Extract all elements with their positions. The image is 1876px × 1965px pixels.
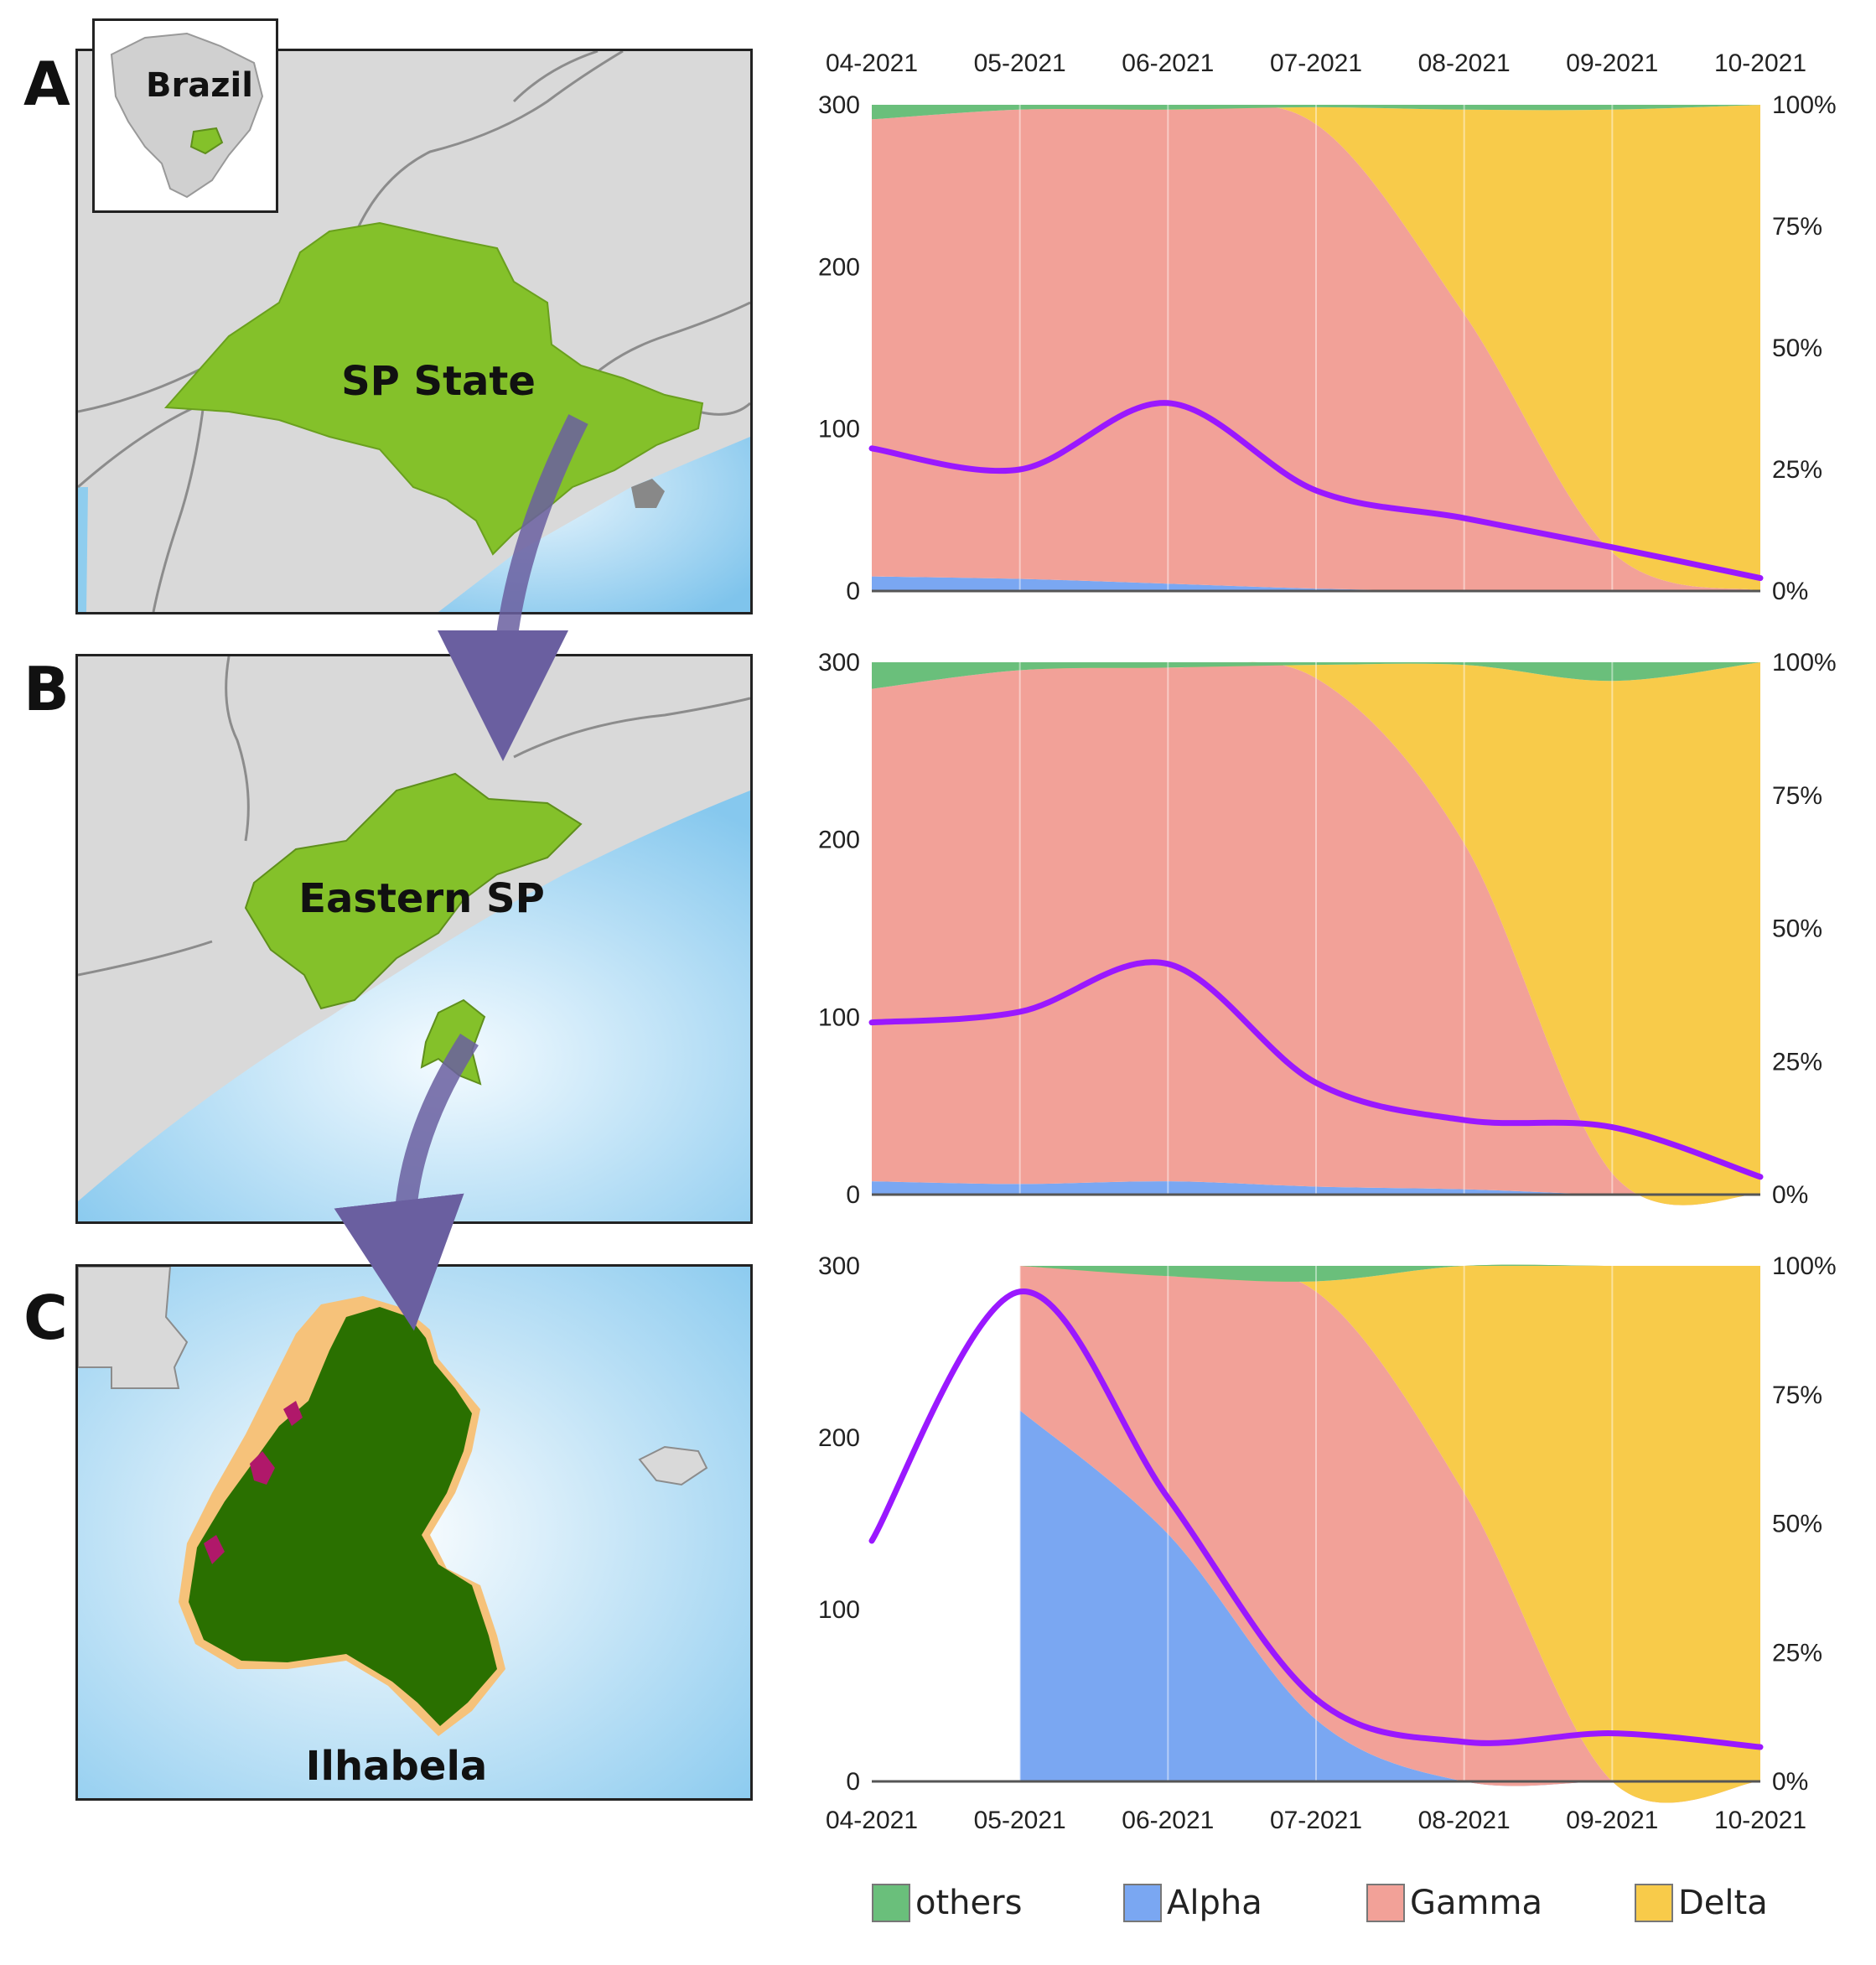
cases-line-a: [868, 400, 1764, 582]
left-tick-a-1: 100: [818, 416, 860, 443]
legend-label-others: others: [915, 1884, 1023, 1922]
legend-label-delta: Delta: [1678, 1884, 1768, 1922]
legend-item-gamma: Gamma: [1366, 1878, 1542, 1928]
legend-label-alpha: Alpha: [1167, 1884, 1262, 1922]
ilhabela-shape: [189, 1307, 497, 1726]
sea-area: [78, 791, 750, 1221]
left-tick-b-2: 200: [818, 827, 860, 854]
x-tick-top-2: 06-2021: [1122, 49, 1214, 77]
sp-highlight: [189, 127, 224, 155]
map-eastern-sp: Eastern SP: [75, 654, 753, 1224]
area-delta-a: [872, 105, 1760, 591]
area-others-a: [872, 105, 1760, 120]
chart-panel-a: 0 100 200 300 0% 25% 50% 75% 100% 04-2021 05-2021 0…: [818, 49, 1837, 605]
right-tick-b-0: 0%: [1772, 1181, 1808, 1209]
sea-area-left: [78, 487, 88, 612]
left-tick-b-0: 0: [846, 1181, 860, 1209]
map-b-label: Eastern SP: [298, 875, 545, 922]
x-tick-bottom-5: 09-2021: [1566, 1807, 1658, 1834]
left-tick-b-1: 100: [818, 1003, 860, 1031]
small-island: [631, 479, 665, 508]
map-ilhabela: Ilhabela: [75, 1264, 753, 1801]
chart-panel-b: 0 100 200 300 0% 25% 50% 75% 100%: [818, 649, 1837, 1209]
legend-swatch-gamma: [1366, 1884, 1405, 1922]
area-gamma-c: [1019, 1266, 1760, 1803]
area-delta-b: [872, 661, 1760, 1205]
right-tick-c-4: 100%: [1772, 1252, 1837, 1280]
right-tick-c-1: 25%: [1772, 1639, 1822, 1667]
right-tick-c-0: 0%: [1772, 1768, 1808, 1796]
urban-patches: [204, 1401, 303, 1564]
left-tick-a-0: 0: [846, 578, 860, 605]
area-others-c: [1019, 1264, 1760, 1282]
area-alpha-a: [872, 576, 1760, 592]
brazil-inset-svg: Brazil: [110, 32, 264, 199]
mainland-piece: [78, 1267, 189, 1389]
legend: others Alpha Gamma Delta: [872, 1878, 1827, 1928]
right-tick-c-2: 50%: [1772, 1511, 1822, 1538]
right-tick-a-3: 75%: [1772, 213, 1822, 241]
right-tick-a-1: 25%: [1772, 456, 1822, 484]
right-tick-b-3: 75%: [1772, 782, 1822, 810]
right-tick-b-4: 100%: [1772, 649, 1837, 677]
x-tick-top-5: 09-2021: [1566, 49, 1658, 77]
map-a-label: SP State: [341, 358, 536, 405]
area-alpha-b: [872, 1181, 1760, 1195]
right-tick-a-2: 50%: [1772, 334, 1822, 362]
legend-swatch-others: [872, 1884, 910, 1922]
cases-line-b: [868, 959, 1764, 1180]
legend-item-others: others: [872, 1878, 1022, 1928]
right-tick-a-0: 0%: [1772, 578, 1808, 605]
x-tick-top-1: 05-2021: [974, 49, 1066, 77]
area-others-b: [872, 662, 1760, 689]
area-alpha-c: [1019, 1410, 1760, 1786]
legend-label-gamma: Gamma: [1410, 1884, 1542, 1922]
chart-panel-c: 0 100 200 300 0% 25% 50% 75% 100% 04-2021 05-2021 0…: [818, 1252, 1837, 1834]
x-tick-bottom-4: 08-2021: [1418, 1807, 1511, 1834]
right-tick-a-4: 100%: [1772, 91, 1837, 119]
panel-letter-b: B: [23, 654, 70, 724]
right-tick-b-2: 50%: [1772, 915, 1822, 943]
x-tick-top-3: 07-2021: [1270, 49, 1362, 77]
left-tick-a-2: 200: [818, 253, 860, 281]
map-c-label: Ilhabela: [306, 1743, 488, 1790]
brazil-shape: [110, 32, 264, 199]
legend-swatch-alpha: [1123, 1884, 1162, 1922]
cases-line-c: [868, 1288, 1764, 1750]
area-gamma-a: [872, 105, 1760, 592]
area-delta-c: [1019, 1264, 1760, 1803]
legend-item-alpha: Alpha: [1123, 1878, 1262, 1928]
eastern-sp-shape: [244, 772, 583, 1010]
x-tick-bottom-6: 10-2021: [1714, 1807, 1806, 1834]
left-tick-c-1: 100: [818, 1596, 860, 1624]
left-tick-c-0: 0: [846, 1768, 860, 1796]
rock-island: [638, 1445, 708, 1486]
left-tick-c-2: 200: [818, 1424, 860, 1452]
map-c-svg: Ilhabela: [78, 1267, 750, 1798]
x-tick-top-6: 10-2021: [1714, 49, 1806, 77]
legend-swatch-delta: [1635, 1884, 1673, 1922]
x-tick-top-4: 08-2021: [1418, 49, 1511, 77]
left-tick-c-3: 300: [818, 1252, 860, 1280]
left-tick-b-3: 300: [818, 649, 860, 677]
x-tick-bottom-3: 07-2021: [1270, 1807, 1362, 1834]
panel-letter-a: A: [23, 49, 70, 119]
left-tick-a-3: 300: [818, 91, 860, 119]
inset-label: Brazil: [146, 66, 253, 105]
panel-letter-c: C: [23, 1283, 68, 1353]
x-tick-bottom-2: 06-2021: [1122, 1807, 1214, 1834]
brazil-inset: Brazil: [92, 18, 278, 213]
x-tick-bottom-1: 05-2021: [974, 1807, 1066, 1834]
legend-item-delta: Delta: [1635, 1878, 1768, 1928]
area-gamma-b: [872, 661, 1760, 1205]
x-tick-top-0: 04-2021: [826, 49, 918, 77]
x-tick-bottom-0: 04-2021: [826, 1807, 918, 1834]
right-tick-c-3: 75%: [1772, 1382, 1822, 1409]
right-tick-b-1: 25%: [1772, 1048, 1822, 1076]
